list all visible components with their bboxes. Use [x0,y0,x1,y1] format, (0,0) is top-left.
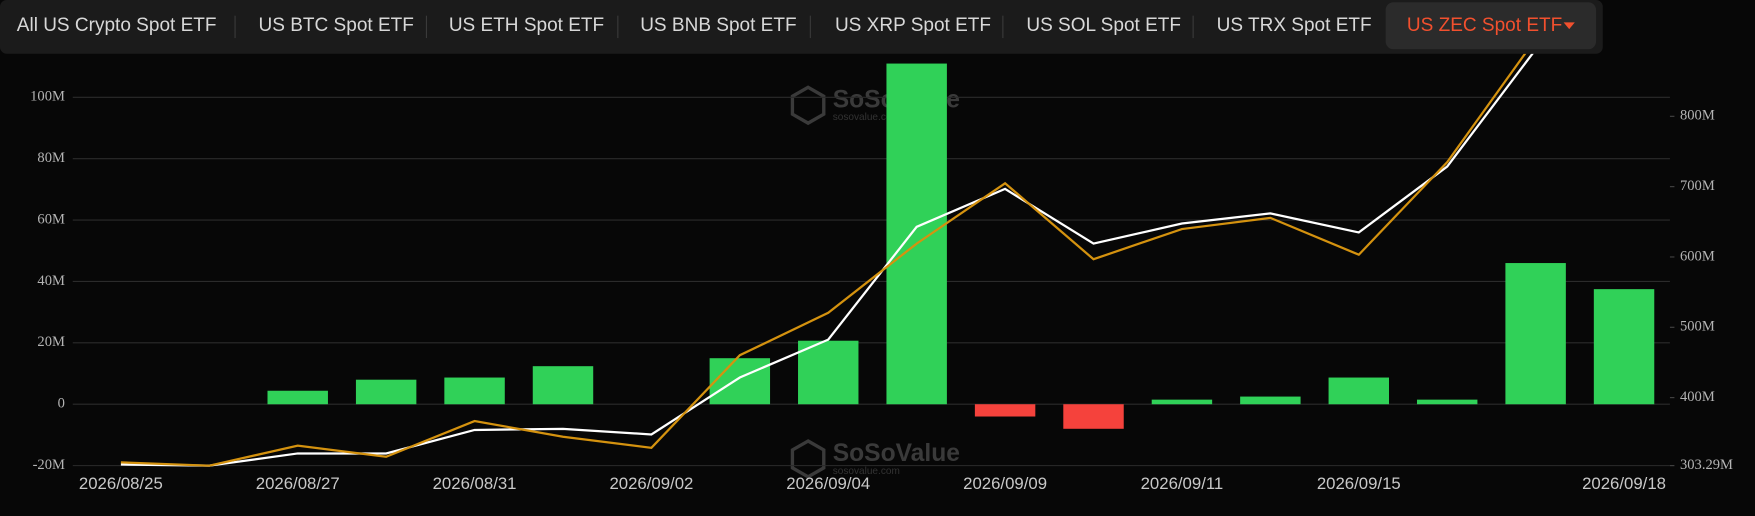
watermark-logo [790,85,826,126]
bar [532,366,594,405]
bar [974,404,1036,417]
bar [1328,377,1390,405]
axes: -20M 0 20M 40M 60M 80M 100M 303.29M 400M 500M 600M… [30,89,1733,493]
bar [709,358,771,405]
y2-tick-label: 500M [1680,319,1715,335]
bar [1593,289,1655,405]
watermark-site: sosovalue.com [833,112,900,123]
x-tick-label: 2026/09/09 [963,474,1047,493]
lines [120,53,1534,467]
y-tick-label: 20M [37,334,65,350]
tab-bar-bg [0,0,1603,54]
x-tick-label: 2026/08/31 [433,474,517,493]
tab[interactable]: US ZEC Spot ETF [1407,15,1562,36]
bar [1505,263,1566,405]
y2-tick-label: 700M [1680,178,1715,194]
tab[interactable]: All US Crypto Spot ETF [17,15,217,36]
bar [355,379,417,405]
x-tick-label: 2026/09/02 [609,474,693,493]
x-tick-label: 2026/08/25 [79,474,163,493]
watermark: SoSoValue sosovalue.com [790,439,960,479]
bar [1063,404,1124,429]
x-tick-label: 2026/09/11 [1141,474,1224,493]
bar [1416,399,1478,405]
tab-active-bg[interactable] [1385,2,1597,50]
x-tick-label: 2026/09/04 [786,474,870,493]
tab[interactable]: US SOL Spot ETF [1026,15,1181,36]
x-tick-label: 2026/09/18 [1582,474,1666,493]
tab[interactable]: US TRX Spot ETF [1217,15,1372,36]
tab[interactable]: US BNB Spot ETF [640,15,796,36]
x-tick-label: 2026/08/27 [256,474,340,493]
watermark-brand: SoSoValue [833,440,960,467]
y-tick-label: 40M [37,273,65,289]
y-tick-label: 60M [37,211,65,227]
tab[interactable]: US BTC Spot ETF [259,15,414,36]
y-tick-label: 80M [37,150,65,166]
x-tick-label: 2026/09/15 [1317,474,1401,493]
y2-tick-label: 800M [1680,108,1715,124]
y2-tick-label: 303.29M [1680,457,1733,473]
bars [267,63,1655,429]
tab[interactable]: US XRP Spot ETF [835,15,991,36]
y-tick-label: 100M [30,89,65,105]
watermark-site: sosovalue.com [833,466,900,477]
y2-tick-label: 600M [1680,248,1715,264]
bar [1151,399,1213,405]
tab-bar: All US Crypto Spot ETF US BTC Spot ETF US … [0,0,1603,54]
line [120,53,1534,467]
tab-dropdown-arrow[interactable] [1563,22,1575,30]
y-tick-label: -20M [33,457,65,473]
bar [798,340,859,405]
tab[interactable]: US ETH Spot ETF [449,15,604,36]
bar [444,377,505,405]
grid [72,96,1670,467]
bar [886,63,947,405]
bar [1240,396,1301,405]
watermark-logo [790,439,826,479]
y2-tick-label: 400M [1680,389,1715,405]
line [120,53,1527,467]
bar [267,390,328,405]
y-tick-label: 0 [58,396,65,412]
